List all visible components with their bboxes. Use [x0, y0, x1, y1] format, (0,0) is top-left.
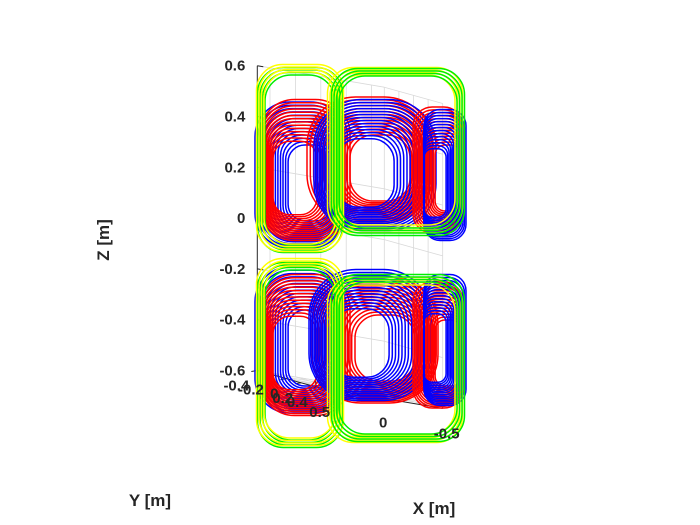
loop-coil-turn [338, 281, 458, 435]
y-tick-label: 0.4 [287, 394, 309, 411]
saddle-coil-turn [423, 148, 447, 219]
saddle-coil-turn [345, 131, 413, 204]
saddle-coil-turn [325, 298, 400, 384]
saddle-coil-turn [328, 125, 408, 216]
z-tick-label: -0.6 [219, 363, 245, 380]
z-tick-mark [257, 268, 264, 271]
z-axis-label: Z [m] [94, 219, 113, 261]
loop-coil-turn [255, 257, 345, 447]
z-tick-mark [257, 65, 264, 68]
z-tick-label: -0.2 [219, 261, 245, 278]
z-tick-label: 0.2 [224, 159, 245, 176]
loop-coil-turn [333, 276, 463, 440]
y-tick-label: 0.2 [272, 390, 293, 407]
y-axis-label: Y [m] [129, 491, 171, 510]
tick-labels: 0.60.40.20-0.2-0.4-0.6-0.4-0.2 00.20.40.5… [219, 58, 459, 443]
coil-windings [254, 63, 467, 449]
y-tick-label: -0.4 [223, 378, 250, 395]
loop-coil-turn [256, 261, 344, 449]
loop-coil-turn [335, 278, 461, 438]
loop-coil-turn [334, 284, 456, 436]
loop-coil-turn [335, 72, 461, 232]
loop-coil-turn [334, 74, 456, 226]
saddle-coil-turn [328, 304, 394, 380]
saddle-coil-turn [323, 295, 403, 386]
loop-coil-turn [258, 66, 342, 250]
x-tick-label: -0.5 [434, 425, 460, 442]
saddle-coil-turn [423, 313, 447, 384]
x-axis-label: X [m] [413, 499, 456, 518]
loop-coil-turn [330, 67, 466, 237]
loop-coil-turn [330, 273, 466, 443]
z-tick-label: 0 [237, 210, 245, 227]
loop-coil-turn [255, 63, 345, 253]
z-tick-label: -0.4 [219, 312, 246, 329]
x-tick-label: 0.5 [309, 404, 330, 421]
y-tick-label: 0 [270, 386, 278, 403]
loop-coil-turn [258, 260, 342, 444]
saddle-coil-turn [321, 292, 406, 387]
saddle-coil-turn [318, 286, 413, 391]
z-tick-label: 0.4 [224, 109, 246, 126]
loop-coil-turn [338, 75, 458, 229]
loop-coil-turn [333, 70, 463, 234]
x-tick-label: 0 [379, 415, 387, 432]
y-tick-label: -0.2 [238, 382, 264, 399]
saddle-coil-turn [320, 289, 410, 389]
z-tick-label: 0.6 [224, 58, 245, 75]
